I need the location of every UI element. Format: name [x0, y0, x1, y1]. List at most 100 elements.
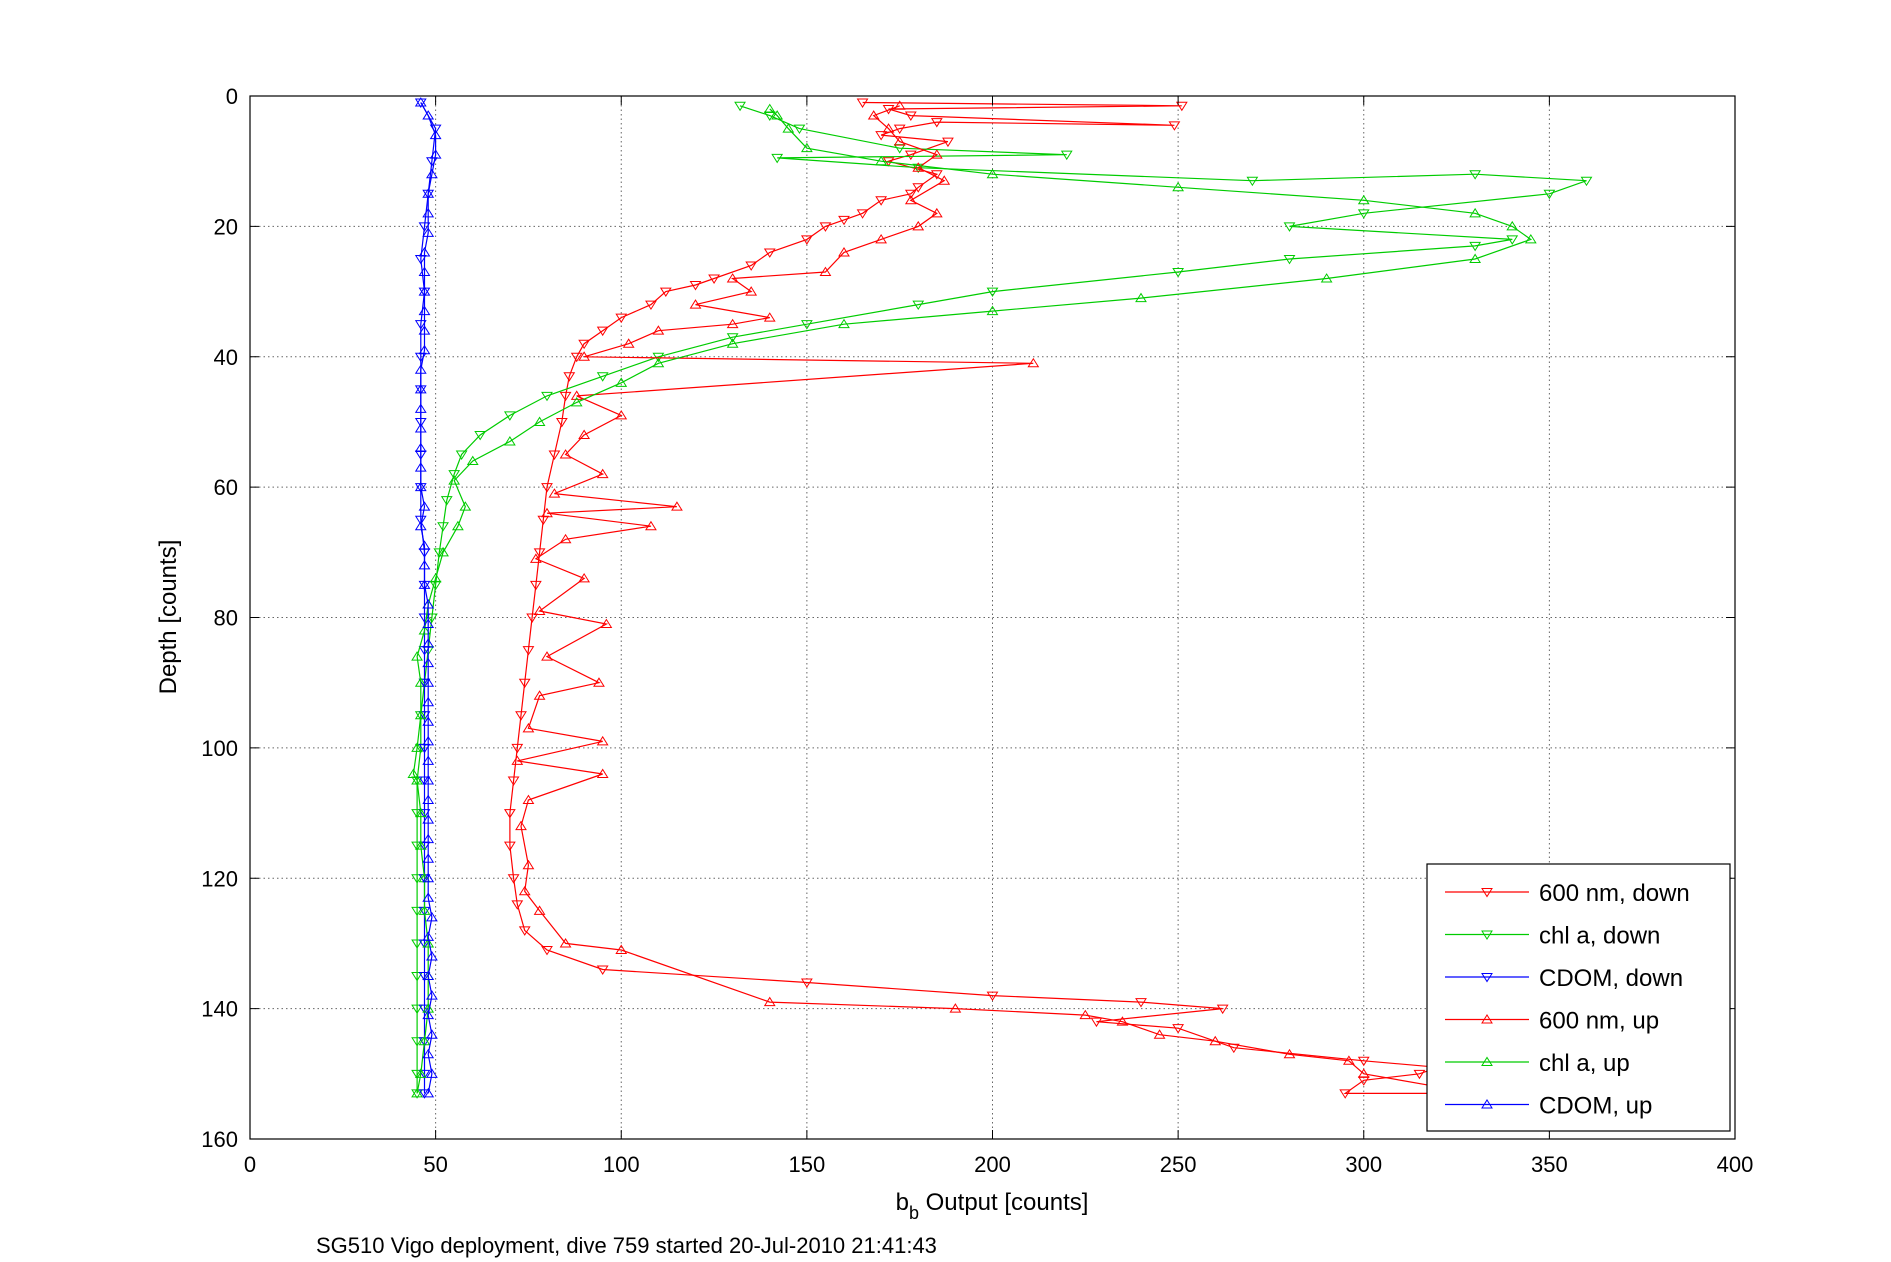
data-point [726, 333, 739, 343]
data-point [726, 273, 739, 283]
y-tick-label: 140 [201, 997, 238, 1022]
data-point [596, 768, 609, 778]
data-point [418, 344, 431, 355]
series-line [517, 105, 1439, 1088]
data-point [930, 149, 943, 159]
data-point [414, 98, 427, 108]
data-point [418, 266, 431, 277]
legend-label: chl a, down [1539, 923, 1660, 950]
legend-entry: chl a, up [1445, 1050, 1630, 1077]
data-point [411, 906, 423, 917]
data-point [986, 305, 999, 316]
data-point [418, 776, 431, 786]
data-point [429, 572, 442, 583]
data-point [422, 755, 435, 765]
y-axis-label: Depth [counts] [155, 540, 182, 695]
data-point [414, 364, 427, 374]
data-point [429, 129, 442, 140]
data-point [763, 312, 776, 322]
data-point [838, 215, 850, 226]
data-point [422, 716, 435, 726]
x-tick-label: 200 [974, 1152, 1011, 1177]
data-point [570, 390, 583, 400]
data-point [433, 548, 446, 558]
data-point [411, 742, 423, 752]
data-point [596, 372, 609, 382]
data-point [645, 300, 657, 311]
data-point [440, 496, 453, 506]
data-point [1413, 1069, 1426, 1080]
data-point [411, 1069, 423, 1080]
data-point [1209, 1035, 1222, 1046]
series-line [416, 105, 1587, 1094]
data-point [422, 188, 435, 198]
data-point [671, 501, 683, 511]
data-point [708, 274, 720, 284]
data-point [411, 841, 423, 852]
data-point [533, 905, 546, 915]
data-point [1469, 241, 1482, 252]
data-point [414, 403, 427, 413]
data-point [1339, 1089, 1352, 1099]
data-point [893, 100, 906, 110]
data-point [893, 136, 906, 146]
data-point [645, 520, 657, 531]
data-point [418, 247, 431, 257]
data-point [503, 841, 516, 852]
data-point [466, 455, 479, 466]
x-tick-label: 0 [244, 1152, 256, 1177]
data-point [503, 436, 516, 446]
data-point [411, 775, 423, 785]
data-point [422, 110, 435, 120]
series-3 [511, 100, 1444, 1091]
data-point [422, 872, 435, 883]
data-point [875, 196, 888, 206]
data-point [414, 97, 427, 107]
data-point [522, 646, 535, 656]
series-4 [407, 103, 1537, 1098]
y-tick-label: 120 [201, 866, 238, 891]
legend-marker [1481, 1014, 1493, 1024]
data-point [533, 548, 546, 558]
data-point [418, 613, 431, 623]
data-point [422, 1009, 435, 1020]
data-point [533, 690, 546, 700]
data-point [875, 155, 888, 166]
data-point [1469, 207, 1482, 218]
data-point [418, 1004, 431, 1015]
data-point [422, 814, 435, 824]
data-point [407, 768, 420, 778]
data-point [559, 533, 572, 544]
data-point [1090, 1017, 1103, 1028]
data-point [422, 1048, 435, 1059]
data-point [1172, 1024, 1185, 1034]
data-point [559, 937, 572, 948]
data-point [559, 391, 572, 402]
data-point [1060, 150, 1073, 161]
data-point [437, 522, 449, 532]
data-point [1357, 209, 1370, 219]
data-point [418, 809, 431, 819]
data-point [526, 613, 539, 623]
data-point [529, 580, 542, 591]
data-point [745, 261, 758, 271]
data-point [1116, 1016, 1129, 1026]
data-point [529, 553, 542, 563]
data-point [541, 651, 553, 661]
legend: 600 nm, down chl a, down CDOM, down 600 nm,… [1426, 863, 1731, 1132]
data-point [793, 124, 806, 135]
data-point [518, 678, 531, 689]
data-point [541, 507, 553, 518]
data-point [522, 722, 535, 733]
data-point [422, 207, 435, 218]
data-point [800, 320, 813, 330]
data-point [1320, 273, 1333, 283]
data-point [422, 189, 435, 200]
data-point [422, 677, 435, 687]
caption: SG510 Vigo deployment, dive 759 started … [316, 1233, 937, 1258]
data-point [838, 318, 850, 329]
data-point [426, 951, 438, 961]
data-point [422, 657, 435, 668]
data-point [1469, 253, 1482, 263]
data-point [422, 775, 435, 785]
